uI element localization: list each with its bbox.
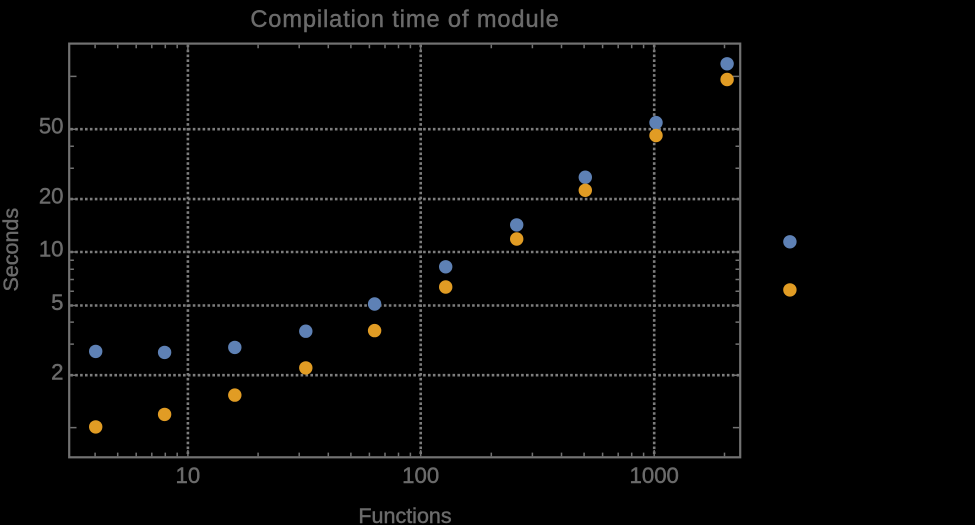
svg-text:1000: 1000 [630,463,679,488]
svg-text:10: 10 [176,463,201,488]
svg-text:20: 20 [39,183,64,208]
svg-text:Compilation time of module: Compilation time of module [250,7,559,33]
svg-text:Seconds: Seconds [0,208,23,292]
svg-text:50: 50 [39,114,64,139]
svg-text:10: 10 [39,236,64,261]
svg-text:Functions: Functions [358,504,451,525]
svg-text:2: 2 [51,360,63,385]
svg-text:5: 5 [51,290,63,315]
svg-text:100: 100 [402,463,439,488]
